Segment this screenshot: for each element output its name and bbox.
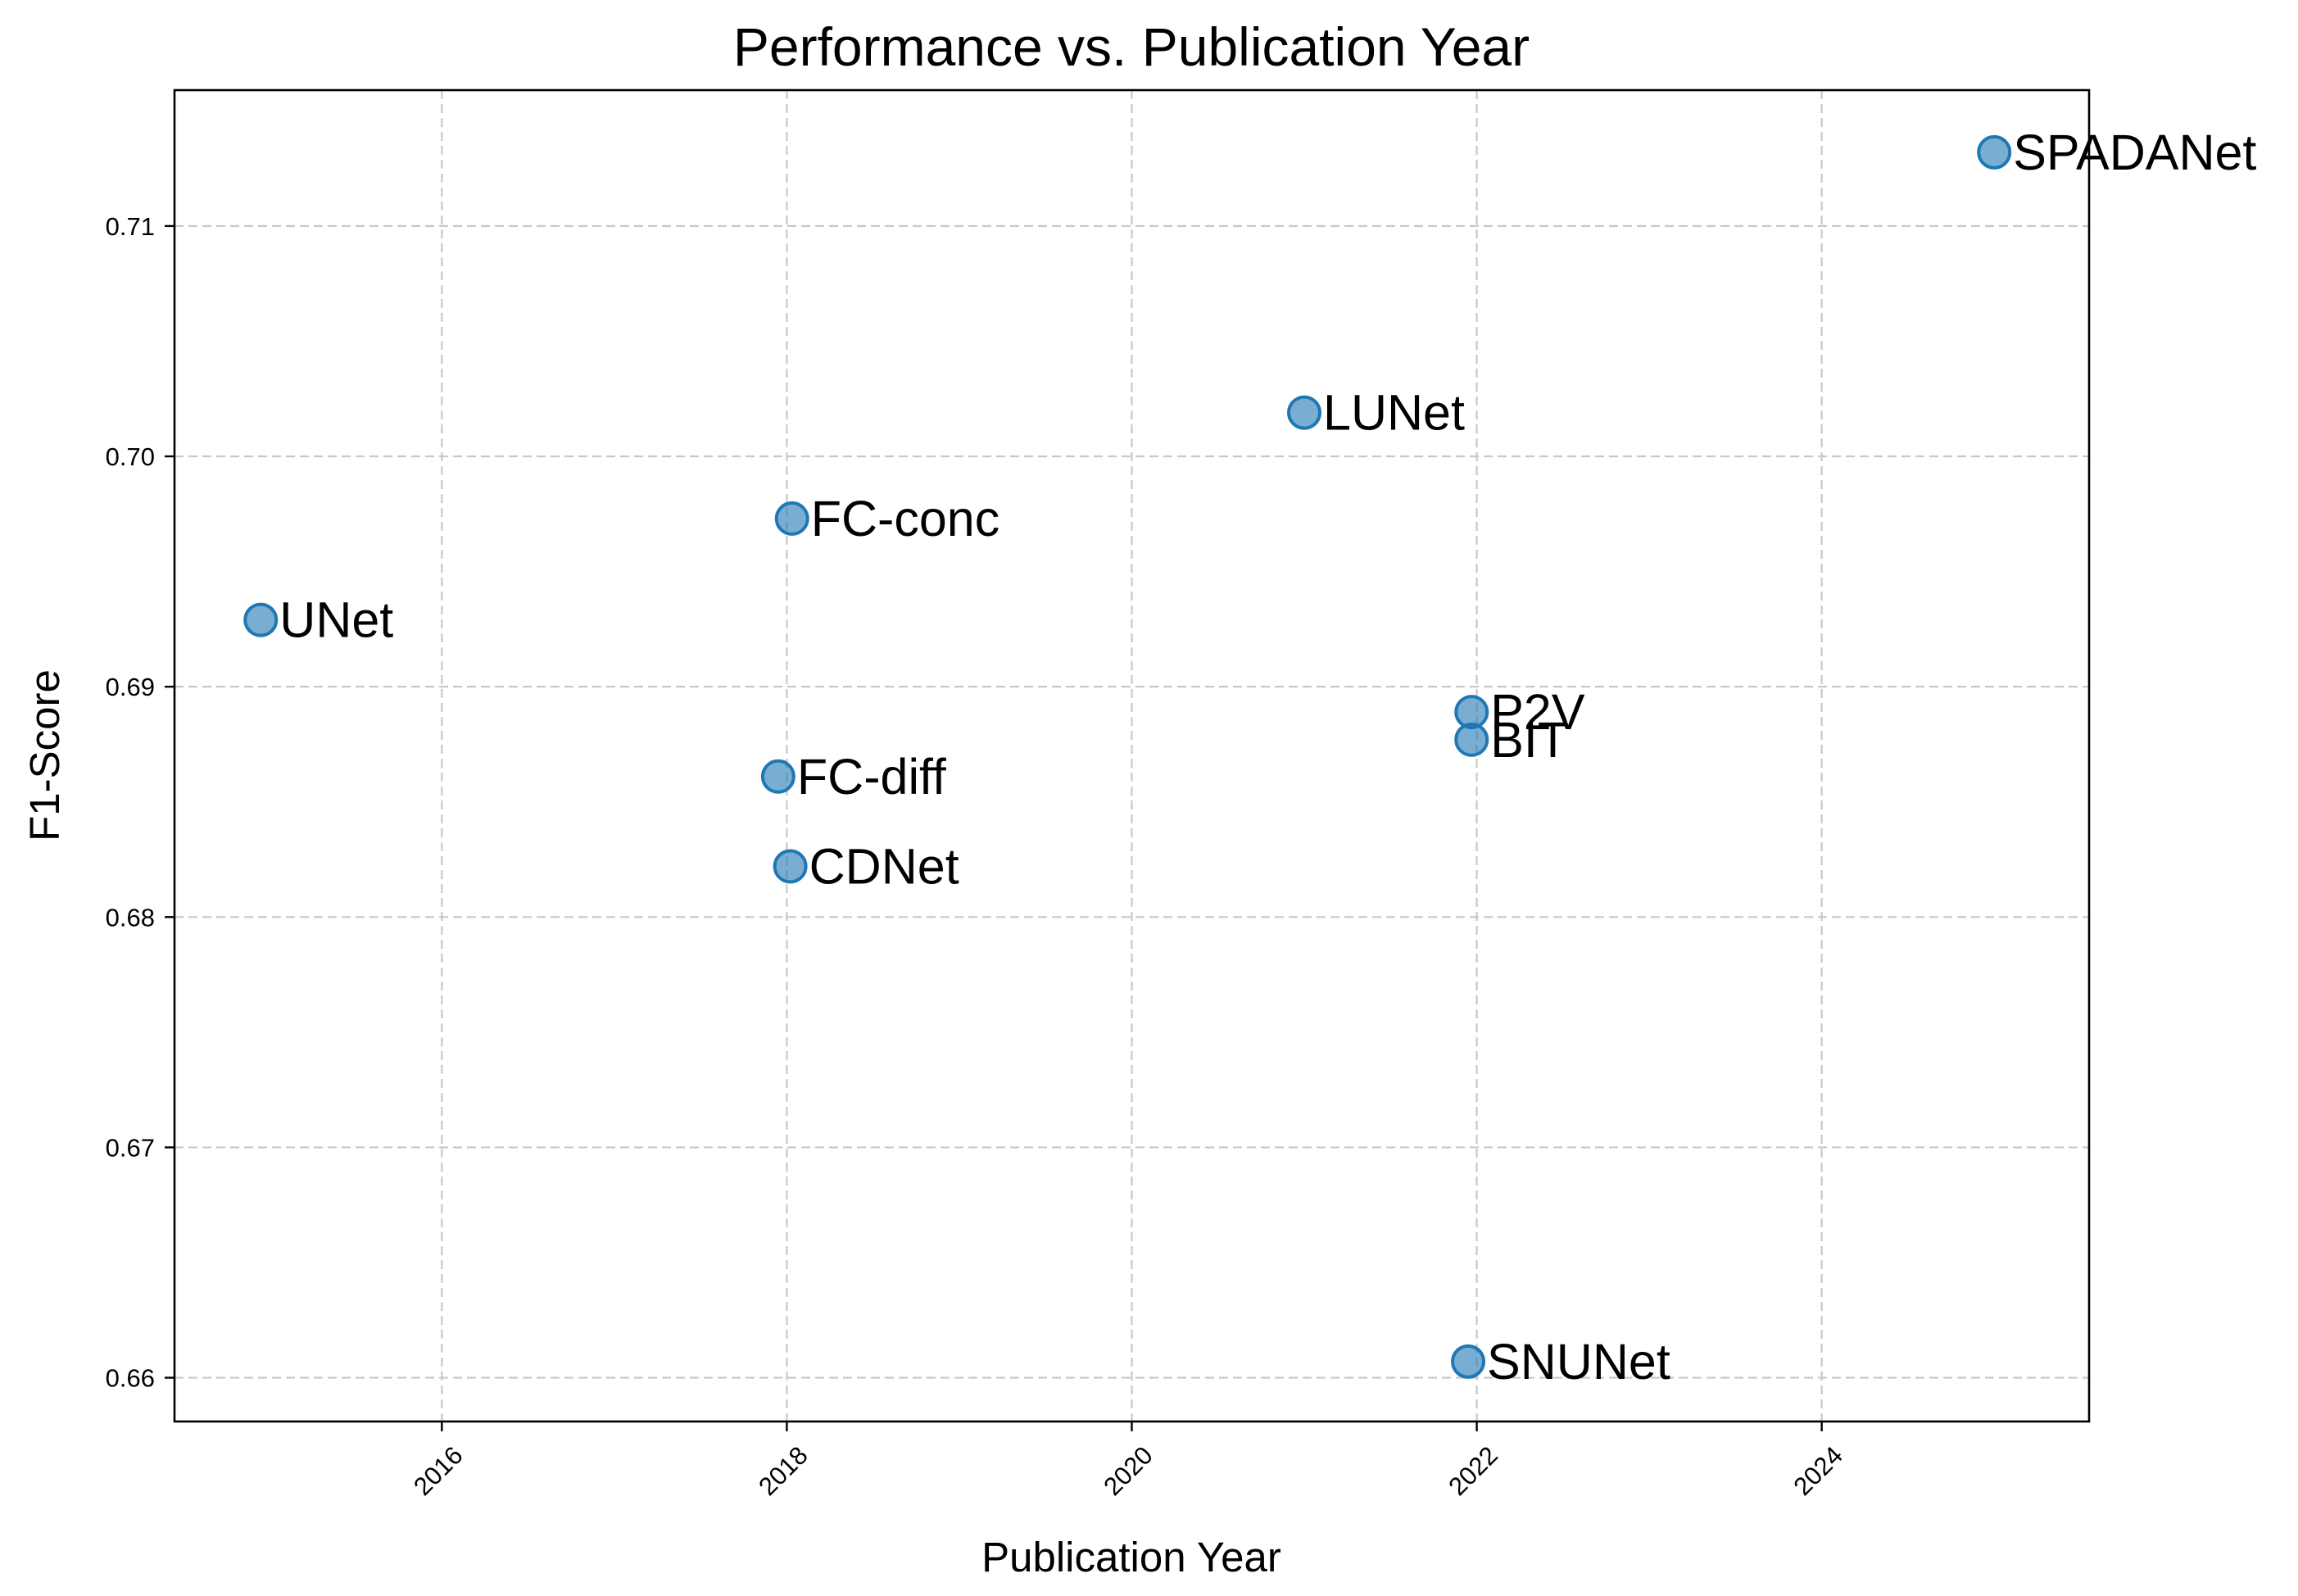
x-tick-label: 2020 [1098, 1441, 1158, 1502]
data-point-snunet [1451, 1344, 1486, 1379]
x-axis: 2016 2018 2020 2022 2024 [408, 1421, 1848, 1501]
data-label-bit: BIT [1490, 712, 1568, 768]
x-tick-label: 2024 [1788, 1441, 1848, 1502]
y-tick-label: 0.70 [106, 442, 155, 471]
data-label-snunet: SNUNet [1487, 1334, 1670, 1390]
x-tick-label: 2018 [753, 1441, 814, 1502]
y-tick-label: 0.66 [106, 1364, 155, 1393]
data-point-lunet [1287, 395, 1322, 430]
x-tick-label: 2022 [1443, 1441, 1503, 1502]
data-point-fc-conc [774, 501, 809, 536]
x-axis-label: Publication Year [981, 1534, 1281, 1580]
data-label-spadanet: SPADANet [2013, 125, 2256, 180]
y-axis: 0.66 0.67 0.68 0.69 0.70 0.71 [106, 212, 175, 1393]
data-label-unet: UNet [279, 592, 393, 648]
data-label-lunet: LUNet [1323, 385, 1465, 441]
grid-lines [175, 90, 2089, 1421]
data-label-cdnet: CDNet [809, 838, 959, 894]
y-tick-label: 0.67 [106, 1133, 155, 1162]
y-tick-label: 0.69 [106, 673, 155, 701]
y-axis-label: F1-Score [21, 669, 68, 841]
data-label-p2v: P2V [1490, 684, 1585, 740]
data-label-fc-diff: FC-diff [797, 749, 947, 805]
data-point-fc-diff [760, 759, 795, 794]
data-point-unet [243, 602, 279, 637]
chart-title: Performance vs. Publication Year [733, 16, 1530, 77]
data-label-fc-conc: FC-conc [811, 491, 999, 546]
data-point-cdnet [773, 849, 808, 884]
y-tick-label: 0.71 [106, 212, 155, 241]
y-tick-label: 0.68 [106, 903, 155, 932]
data-point-spadanet [1977, 134, 2012, 170]
x-tick-label: 2016 [408, 1441, 469, 1502]
data-point-bit [1454, 722, 1489, 757]
